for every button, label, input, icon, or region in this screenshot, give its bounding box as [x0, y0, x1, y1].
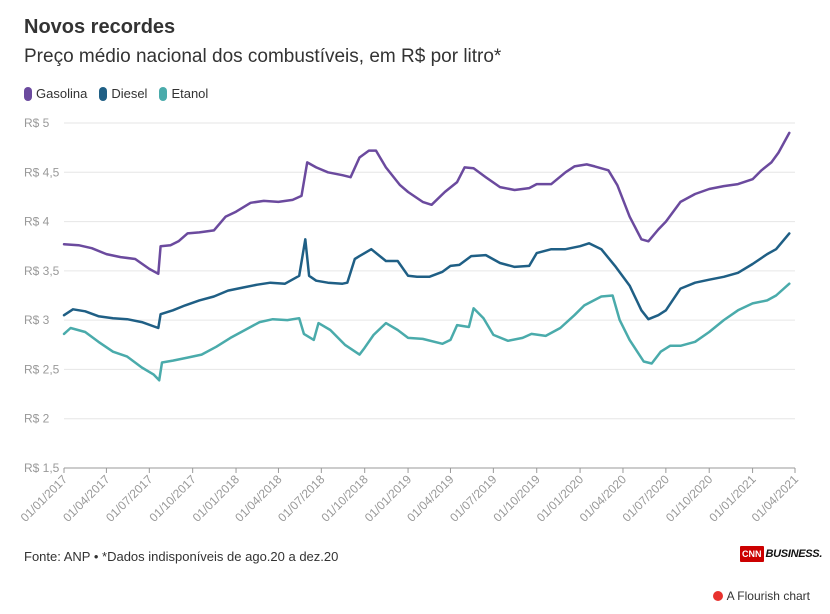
cnn-logo-mark: CNN: [740, 546, 764, 562]
legend-item-gasolina[interactable]: Gasolina: [24, 86, 87, 101]
legend: Gasolina Diesel Etanol: [24, 86, 208, 101]
series-line-etanol: [62, 282, 791, 382]
cnn-logo-text: BUSINESS.: [765, 548, 823, 560]
legend-label-etanol: Etanol: [171, 86, 209, 101]
line-chart: R$ 1,5 R$ 2 R$ 2,5 R$ 3 R$ 3,5 R$ 4 R$ 4,5 R$ 5…: [18, 116, 802, 525]
flourish-credit[interactable]: A Flourish chart: [712, 589, 810, 603]
legend-label-gasolina: Gasolina: [36, 86, 88, 101]
y-tick-label: R$ 4,5: [24, 165, 60, 179]
y-tick-label: R$ 3,5: [24, 264, 60, 278]
legend-item-diesel[interactable]: Diesel: [99, 86, 147, 101]
y-tick-label: R$ 3: [24, 313, 50, 327]
cnn-business-logo: CNN BUSINESS.: [740, 546, 822, 562]
y-tick-label: R$ 1,5: [24, 461, 60, 475]
y-tick-label: R$ 2: [24, 412, 50, 426]
legend-item-etanol[interactable]: Etanol: [159, 86, 208, 101]
legend-label-diesel: Diesel: [111, 86, 148, 101]
legend-swatch-diesel: [99, 86, 108, 101]
legend-swatch-etanol: [159, 86, 168, 101]
source-note: Fonte: ANP • *Dados indisponíveis de ago…: [24, 549, 339, 564]
y-tick-label: R$ 2,5: [24, 362, 60, 376]
y-tick-label: R$ 4: [24, 215, 50, 229]
y-tick-label: R$ 5: [24, 116, 50, 130]
x-tick-label: 01/04/2021: [749, 472, 802, 525]
flourish-credit-label: A Flourish chart: [726, 589, 810, 603]
series-line-gasolina: [62, 131, 791, 276]
legend-swatch-gasolina: [24, 86, 32, 101]
flourish-icon: [712, 591, 723, 601]
chart-title: Novos recordes: [24, 16, 176, 38]
chart-subtitle: Preço médio nacional dos combustíveis, e…: [24, 46, 502, 67]
series-line-diesel: [62, 232, 791, 330]
